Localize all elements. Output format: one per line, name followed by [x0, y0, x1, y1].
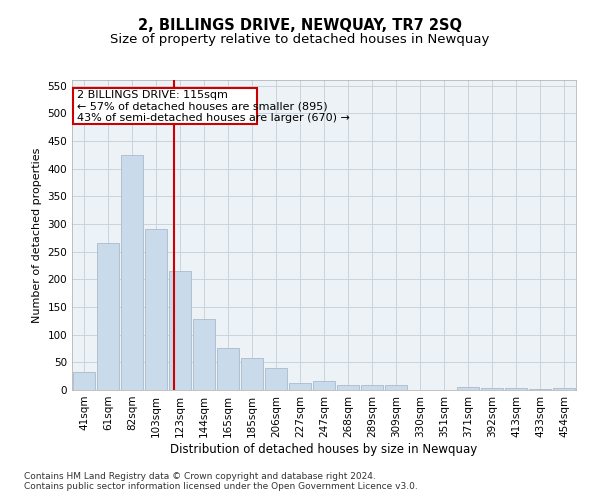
Bar: [217, 348, 239, 390]
Bar: [169, 271, 191, 390]
Bar: [265, 368, 287, 390]
Y-axis label: Number of detached properties: Number of detached properties: [32, 148, 42, 322]
X-axis label: Distribution of detached houses by size in Newquay: Distribution of detached houses by size …: [170, 442, 478, 456]
Text: Contains HM Land Registry data © Crown copyright and database right 2024.: Contains HM Land Registry data © Crown c…: [24, 472, 376, 481]
Text: Contains public sector information licensed under the Open Government Licence v3: Contains public sector information licen…: [24, 482, 418, 491]
Bar: [553, 388, 575, 390]
Text: Size of property relative to detached houses in Newquay: Size of property relative to detached ho…: [110, 32, 490, 46]
Text: 2, BILLINGS DRIVE, NEWQUAY, TR7 2SQ: 2, BILLINGS DRIVE, NEWQUAY, TR7 2SQ: [138, 18, 462, 32]
Bar: [289, 384, 311, 390]
Bar: [73, 372, 95, 390]
Bar: [505, 388, 527, 390]
Bar: [481, 388, 503, 390]
Bar: [241, 358, 263, 390]
Bar: [121, 154, 143, 390]
Bar: [193, 319, 215, 390]
FancyBboxPatch shape: [73, 88, 257, 124]
Bar: [385, 385, 407, 390]
Bar: [361, 385, 383, 390]
Text: 2 BILLINGS DRIVE: 115sqm
← 57% of detached houses are smaller (895)
43% of semi-: 2 BILLINGS DRIVE: 115sqm ← 57% of detach…: [77, 90, 350, 123]
Bar: [337, 385, 359, 390]
Bar: [145, 230, 167, 390]
Bar: [97, 244, 119, 390]
Bar: [457, 387, 479, 390]
Bar: [313, 380, 335, 390]
